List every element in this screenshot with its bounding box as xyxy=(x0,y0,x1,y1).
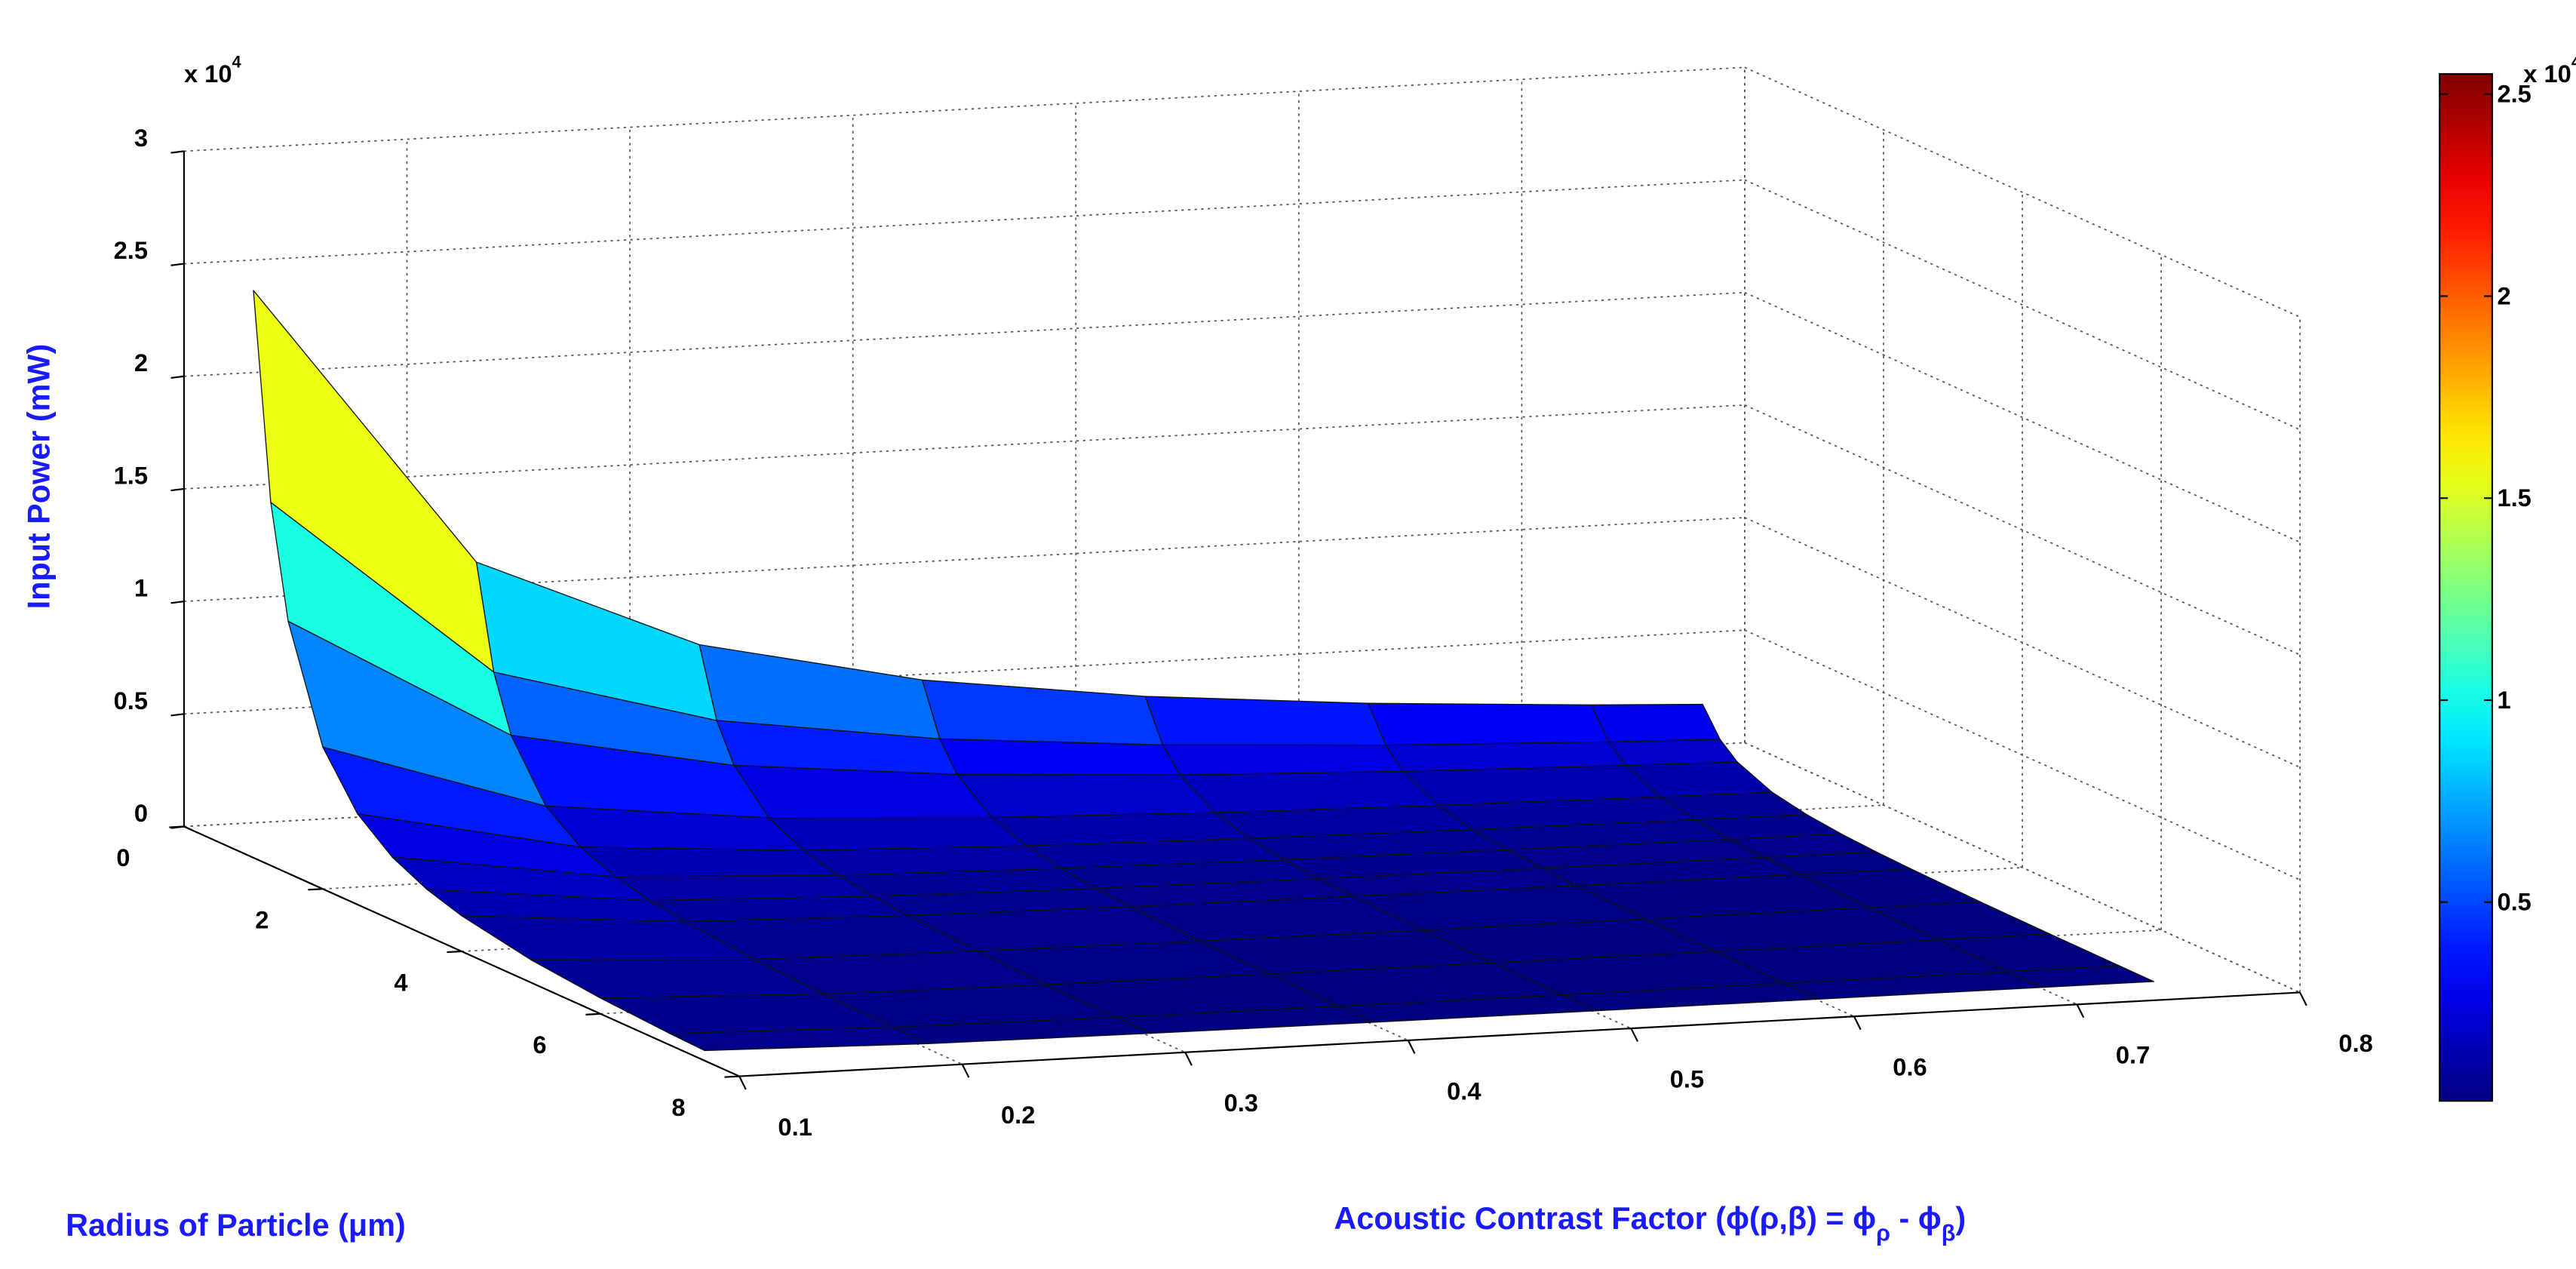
colorbar-tick-label: 1 xyxy=(2497,686,2510,714)
x-tick xyxy=(1407,1040,1416,1054)
z-tick-label: 0 xyxy=(134,799,148,827)
surface-patch xyxy=(579,847,839,877)
multiplier-base: x 10 xyxy=(184,60,232,88)
y-tick-label: 6 xyxy=(533,1031,546,1059)
x-tick xyxy=(1630,1028,1639,1042)
surface-patch xyxy=(1368,702,1610,746)
surface-patch xyxy=(1144,696,1386,746)
surface-patch xyxy=(768,816,1027,851)
x-tick-label: 0.4 xyxy=(1447,1077,1481,1105)
z-tick xyxy=(170,713,185,717)
z-tick xyxy=(170,487,185,492)
x-axis xyxy=(739,991,2301,1077)
surface-patch xyxy=(1607,739,1738,767)
y-tick xyxy=(585,1012,601,1016)
x-label-part: Acoustic Contrast Factor (ϕ(ρ,β) = ϕ xyxy=(1334,1201,1876,1236)
y-tick-label: 4 xyxy=(394,968,407,996)
plot-area: 0 0.5 1 1.5 2 2.5 3 0 2 4 6 8 0.1 0.2 0.3 0.4 0.5 0.6 0.7 0… xyxy=(114,66,2531,1141)
surface-patch xyxy=(939,738,1181,776)
y-tick-label: 8 xyxy=(671,1093,685,1121)
x-label-sub: β xyxy=(1942,1220,1956,1246)
colorbar-tick-label: 2.5 xyxy=(2497,80,2531,108)
z-tick xyxy=(170,263,185,266)
grid-line xyxy=(1744,66,2301,318)
x-tick xyxy=(961,1064,970,1078)
surface-patch xyxy=(956,773,1215,819)
z-tick-label: 1.5 xyxy=(114,461,148,489)
x-tick-label: 0.6 xyxy=(1893,1053,1927,1081)
x-tick-label: 0.7 xyxy=(2116,1041,2150,1069)
z-axis-label: Input Power (mW) xyxy=(21,344,56,610)
z-tick-label: 0.5 xyxy=(114,687,148,714)
x-label-part: - ϕ xyxy=(1890,1201,1942,1236)
x-tick xyxy=(2299,991,2307,1006)
x-tick-label: 0.2 xyxy=(1001,1101,1035,1129)
z-tick-label: 1 xyxy=(134,574,148,602)
multiplier-exp: 4 xyxy=(232,52,241,71)
y-tick-label: 0 xyxy=(116,843,130,871)
surface-patch xyxy=(669,1026,929,1052)
z-tick xyxy=(170,375,185,379)
y-tick xyxy=(169,825,185,828)
colorbar-tick-label: 0.5 xyxy=(2497,888,2531,916)
grid-line xyxy=(183,404,1745,490)
x-tick xyxy=(1184,1052,1193,1066)
grid-line xyxy=(1744,742,2301,994)
surface-patch xyxy=(1162,744,1404,776)
multiplier-exp: 4 xyxy=(2571,52,2576,71)
colorbar-multiplier: x 104 xyxy=(2523,52,2576,88)
x-tick xyxy=(1853,1016,1862,1031)
z-tick-label: 3 xyxy=(134,124,148,152)
x-tick-label: 0.1 xyxy=(778,1113,812,1141)
grid-line xyxy=(1744,404,2301,656)
surface-patch xyxy=(922,679,1163,746)
multiplier-base: x 10 xyxy=(2523,60,2571,88)
grid-line xyxy=(1744,291,2301,543)
x-label-sub: ρ xyxy=(1876,1220,1890,1246)
y-tick-label: 2 xyxy=(255,906,269,934)
z-tick-label: 2 xyxy=(134,349,148,376)
grid-line xyxy=(183,66,1745,152)
y-tick xyxy=(447,950,462,954)
z-multiplier: x 104 xyxy=(184,52,241,88)
grid-line xyxy=(1744,517,2301,768)
grid-line xyxy=(1744,179,2301,431)
x-axis-label: Acoustic Contrast Factor (ϕ(ρ,β) = ϕρ - … xyxy=(1334,1201,1966,1246)
x-tick-label: 0.5 xyxy=(1670,1065,1704,1092)
x-tick xyxy=(2076,1003,2085,1019)
z-tick-label: 2.5 xyxy=(114,236,148,264)
grid-line xyxy=(183,291,1745,377)
x-label-part: ) xyxy=(1955,1201,1966,1236)
x-tick-label: 0.3 xyxy=(1224,1089,1258,1117)
colorbar xyxy=(2439,72,2493,1102)
grid-line xyxy=(183,517,1745,602)
z-tick xyxy=(170,601,185,604)
x-tick xyxy=(738,1076,747,1090)
z-tick xyxy=(170,150,185,154)
surface-patch xyxy=(1590,703,1721,743)
grid-line xyxy=(183,179,1745,265)
grid-line xyxy=(183,629,1745,715)
y-axis-label: Radius of Particle (μm) xyxy=(66,1208,406,1243)
colorbar-tick-label: 2 xyxy=(2497,281,2510,309)
x-tick-label: 0.8 xyxy=(2338,1029,2372,1057)
y-tick xyxy=(308,888,324,891)
colorbar-tick-label: 1.5 xyxy=(2497,484,2531,512)
grid-line xyxy=(1744,629,2301,881)
